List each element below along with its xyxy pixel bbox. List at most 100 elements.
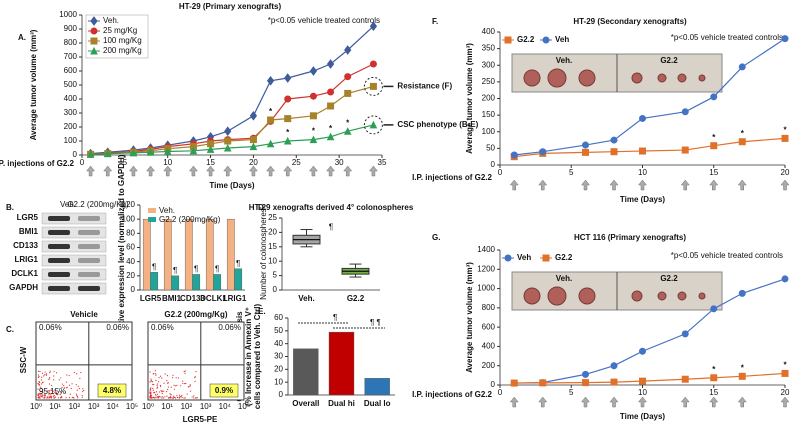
event-dot — [159, 375, 162, 377]
bar — [150, 272, 159, 291]
marker — [206, 145, 215, 153]
injection-arrow — [538, 396, 548, 408]
y-tick-label: 5 — [273, 271, 278, 280]
event-dot — [41, 382, 44, 384]
significance: * — [269, 107, 273, 116]
event-dot — [59, 393, 61, 396]
legend-swatch — [148, 217, 156, 222]
event-dot — [40, 379, 43, 381]
legend-label: 25 mg/Kg — [103, 26, 137, 35]
significance: * — [312, 127, 316, 136]
y-axis-label: Number of colonospheres — [259, 208, 268, 300]
event-dot — [163, 390, 165, 392]
y-tick-label: 40 — [274, 339, 283, 348]
blot-row-label: BMI1 — [19, 227, 39, 236]
event-dot — [171, 377, 174, 379]
event-dot — [156, 384, 158, 386]
event-dot — [150, 378, 152, 380]
injection-arrow — [509, 179, 519, 191]
event-dot — [180, 395, 182, 397]
marker — [344, 89, 352, 97]
event-dot — [66, 381, 68, 383]
tumor — [631, 72, 643, 84]
y-tick-label: 0 — [131, 285, 136, 294]
event-dot — [65, 397, 67, 399]
event-dot — [184, 370, 186, 372]
event-dot — [57, 394, 59, 396]
event-dot — [169, 393, 171, 395]
quadrant-label: 95.15% — [39, 387, 66, 396]
event-dot — [48, 391, 50, 393]
blot-row-label: CD133 — [13, 241, 38, 250]
event-dot — [42, 394, 44, 396]
event-dot — [38, 384, 40, 386]
marker — [738, 63, 746, 71]
y-tick-label: 1000 — [59, 10, 77, 19]
x-axis-label: Time (Days) — [620, 195, 666, 204]
marker — [504, 36, 512, 44]
event-dot — [38, 375, 40, 378]
marker — [103, 149, 112, 158]
event-dot — [194, 380, 196, 382]
event-dot — [167, 386, 169, 388]
injection-arrow — [680, 396, 690, 408]
event-dot — [181, 397, 183, 399]
blot-band — [78, 216, 100, 221]
x-axis-label: Time (Days) — [209, 181, 255, 190]
event-dot — [157, 396, 159, 399]
bar — [213, 274, 222, 291]
event-dot — [178, 394, 181, 396]
marker — [266, 139, 275, 148]
annotation: CSC phenotype (B-E) — [397, 120, 478, 129]
event-dot — [39, 397, 41, 399]
significance: * — [329, 124, 333, 133]
marker — [542, 36, 550, 44]
y-tick-label: 900 — [64, 24, 78, 33]
event-dot — [154, 394, 157, 396]
event-dot — [49, 372, 51, 374]
marker — [309, 66, 318, 76]
blot-strip — [41, 212, 107, 225]
event-dot — [46, 396, 49, 398]
blot-strip — [41, 240, 107, 253]
event-dot — [149, 388, 152, 390]
x-tick-label: 10 — [638, 168, 647, 177]
event-dot — [37, 374, 40, 376]
marker — [326, 132, 335, 141]
bar — [192, 274, 201, 291]
event-dot — [167, 382, 169, 385]
legend-label: G2.2 — [517, 35, 535, 44]
x-tick-label: 10 — [638, 388, 647, 397]
x-tick-label: 20 — [781, 168, 790, 177]
marker — [326, 59, 335, 69]
chart-title: HCT 116 (Primary xenografts) — [574, 233, 686, 242]
significance: ¶ — [236, 259, 240, 268]
marker — [681, 108, 689, 116]
marker — [582, 370, 589, 378]
injection-arrow — [637, 396, 648, 408]
marker — [344, 73, 352, 81]
series-line — [90, 85, 374, 155]
y-tick-label: 30 — [274, 352, 283, 361]
injection-arrow — [308, 165, 318, 177]
event-dot — [154, 397, 156, 399]
event-dot — [152, 387, 154, 390]
tumor — [631, 290, 643, 302]
bar — [234, 268, 243, 291]
annotation-ring — [363, 76, 383, 96]
bar — [328, 331, 355, 396]
marker — [284, 95, 292, 103]
marker — [309, 135, 318, 144]
significance: ¶ — [152, 262, 156, 271]
marker — [369, 21, 378, 32]
marker — [90, 16, 98, 26]
injection-arrow — [103, 165, 113, 177]
event-dot — [168, 397, 170, 399]
significance: * — [346, 118, 350, 127]
event-dot — [160, 386, 162, 388]
tumor — [698, 292, 706, 300]
event-dot — [37, 388, 39, 390]
marker — [539, 148, 547, 156]
event-dot — [176, 396, 179, 399]
marker — [681, 146, 689, 154]
